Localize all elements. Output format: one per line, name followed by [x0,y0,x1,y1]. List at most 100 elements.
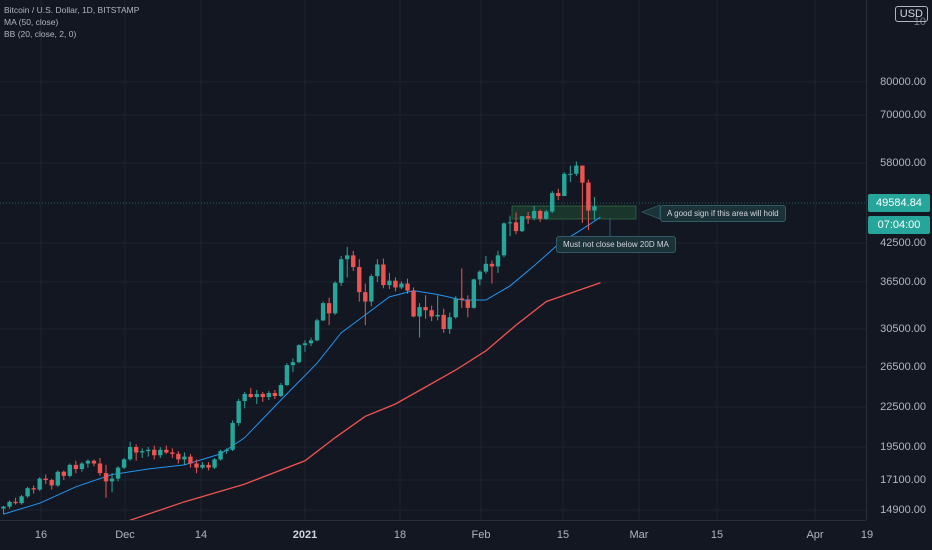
time-axis[interactable]: 16 Dec 14 2021 18 Feb 15 Mar 15 Apr 19 [0,520,873,550]
candle [525,212,531,224]
candle [25,486,30,498]
candle [345,246,350,278]
candle [176,451,181,464]
candle [242,392,247,409]
legend-symbol[interactable]: Bitcoin / U.S. Dollar, 1D, BITSTAMP [4,5,140,15]
candle [61,470,66,480]
annotation-ma[interactable]: Must not close below 20D MA [556,236,676,253]
price-label: 70000.00 [880,109,926,121]
candle [278,383,284,397]
candle [296,344,302,364]
time-label: 2021 [292,529,318,541]
candle [121,458,127,469]
candle [188,453,193,468]
candle [351,250,356,271]
candle [266,391,272,400]
price-axis[interactable]: 10 USD 14900.00 17100.00 19500.00 22500.00 2… [866,0,932,520]
candle [55,470,60,487]
candle [19,495,24,505]
candle [429,305,434,322]
candle [369,274,374,307]
price-label: 36500.00 [880,276,926,288]
price-label: 14900.00 [880,504,926,516]
candle [91,459,97,467]
time-label: Feb [471,529,491,541]
candle [568,165,573,183]
candle [272,390,278,399]
candle [308,337,314,347]
candle [556,188,561,201]
candle [302,340,308,352]
candle [501,222,507,258]
candle [465,295,471,318]
candle [574,161,579,176]
candle [314,318,320,342]
candle [393,277,398,292]
time-label: Apr [806,529,824,541]
candle [79,462,85,472]
hold-zone-box [511,205,637,220]
candle [67,463,73,478]
candle [248,388,253,398]
candle [423,295,428,319]
candle [284,363,290,386]
candle [477,270,483,286]
candle [1,505,6,515]
time-label: 14 [194,529,208,541]
price-label-top: 10 [913,16,926,28]
candle [453,296,458,319]
candle [254,390,259,404]
candle [164,445,169,454]
candle [127,441,133,461]
time-label: 15 [710,529,724,541]
ma50-line [128,282,601,520]
candle [483,256,489,274]
price-label: 42500.00 [880,237,926,249]
candle [519,216,525,233]
candle [133,444,139,461]
annotation-hold[interactable]: A good sign if this area will hold [660,205,786,222]
candle [31,485,36,494]
price-label: 26500.00 [880,361,926,373]
candle [592,197,597,220]
candle [37,477,42,491]
candle [357,259,362,302]
legend-bb[interactable]: BB (20, close, 2, 0) [4,29,77,39]
chart-legend: Bitcoin / U.S. Dollar, 1D, BITSTAMP MA (… [4,4,139,40]
candle [562,172,567,197]
candle [109,473,115,493]
price-grid-lines [0,81,866,511]
candle [489,260,495,284]
candle [236,399,241,426]
candle [320,301,326,322]
candle [580,165,585,223]
countdown-tag: 07:04:00 [868,216,930,234]
candle [513,212,519,235]
candle [290,358,296,372]
legend-ma[interactable]: MA (50, close) [4,17,59,27]
currency-button[interactable]: USD [894,6,928,22]
candle [158,447,163,458]
candle [387,272,392,290]
candle [146,447,151,457]
current-price-tag: 49584.84 [868,194,930,212]
candle [459,268,464,308]
candle [531,205,537,221]
candle [13,497,18,505]
candle [537,209,543,222]
time-label: 16 [34,529,48,541]
candle [218,449,223,461]
candle [194,459,199,474]
candle [363,283,368,326]
candle [381,258,386,289]
candle [417,303,422,338]
time-label: 15 [556,529,570,541]
candle [441,308,446,333]
candle [170,448,175,458]
candle [544,209,549,220]
candle [550,190,555,214]
candle [115,466,121,482]
candle [103,464,109,498]
price-label: 19500.00 [880,441,926,453]
price-chart-canvas[interactable] [0,0,866,520]
